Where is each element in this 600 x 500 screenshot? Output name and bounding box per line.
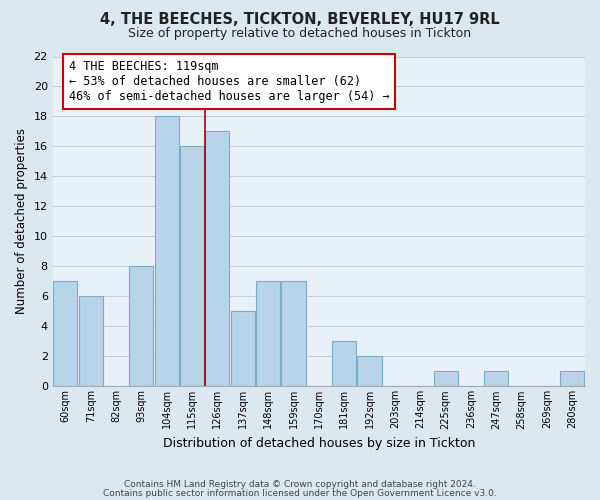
Text: 4, THE BEECHES, TICKTON, BEVERLEY, HU17 9RL: 4, THE BEECHES, TICKTON, BEVERLEY, HU17 … xyxy=(100,12,500,28)
Bar xyxy=(205,132,229,386)
Bar xyxy=(180,146,204,386)
Bar xyxy=(332,342,356,386)
Bar xyxy=(53,282,77,387)
Bar xyxy=(484,372,508,386)
Bar xyxy=(281,282,305,387)
X-axis label: Distribution of detached houses by size in Tickton: Distribution of detached houses by size … xyxy=(163,437,475,450)
Text: 4 THE BEECHES: 119sqm
← 53% of detached houses are smaller (62)
46% of semi-deta: 4 THE BEECHES: 119sqm ← 53% of detached … xyxy=(68,60,389,103)
Bar xyxy=(155,116,179,386)
Text: Contains public sector information licensed under the Open Government Licence v3: Contains public sector information licen… xyxy=(103,488,497,498)
Bar xyxy=(79,296,103,386)
Bar xyxy=(434,372,458,386)
Bar xyxy=(231,312,255,386)
Text: Contains HM Land Registry data © Crown copyright and database right 2024.: Contains HM Land Registry data © Crown c… xyxy=(124,480,476,489)
Y-axis label: Number of detached properties: Number of detached properties xyxy=(15,128,28,314)
Bar xyxy=(256,282,280,387)
Bar xyxy=(358,356,382,386)
Text: Size of property relative to detached houses in Tickton: Size of property relative to detached ho… xyxy=(128,28,472,40)
Bar xyxy=(130,266,154,386)
Bar xyxy=(560,372,584,386)
